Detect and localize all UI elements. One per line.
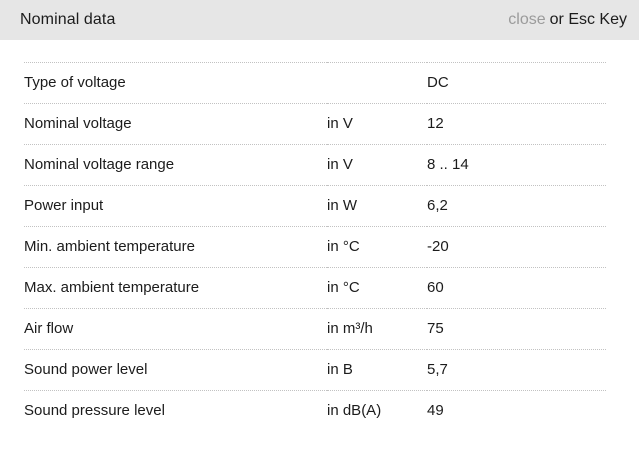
table-row: Nominal voltage in V 12 <box>24 103 606 145</box>
page-title: Nominal data <box>20 11 116 28</box>
spec-label: Nominal voltage range <box>24 144 327 186</box>
spec-label: Max. ambient temperature <box>24 267 327 309</box>
table-row: Sound power level in B 5,7 <box>24 349 606 391</box>
table-row: Air flow in m³/h 75 <box>24 308 606 350</box>
panel-header: Nominal data close or Esc Key <box>0 0 639 40</box>
spec-unit: in V <box>327 144 427 186</box>
spec-unit <box>327 62 427 104</box>
spec-table-container: Type of voltage DC Nominal voltage in V 12 No… <box>0 40 639 432</box>
spec-unit: in W <box>327 185 427 227</box>
spec-unit: in V <box>327 103 427 145</box>
spec-value: 75 <box>427 308 606 350</box>
spec-value: DC <box>427 62 606 104</box>
spec-label: Type of voltage <box>24 62 327 104</box>
nominal-data-table: Type of voltage DC Nominal voltage in V 12 No… <box>24 62 606 432</box>
close-button[interactable]: close <box>508 11 546 28</box>
spec-value: 12 <box>427 103 606 145</box>
spec-unit: in °C <box>327 226 427 268</box>
nominal-data-table-body: Type of voltage DC Nominal voltage in V 12 No… <box>24 62 606 432</box>
table-row: Max. ambient temperature in °C 60 <box>24 267 606 309</box>
spec-value: 49 <box>427 390 606 432</box>
spec-value: -20 <box>427 226 606 268</box>
spec-unit: in B <box>327 349 427 391</box>
spec-value: 5,7 <box>427 349 606 391</box>
spec-value: 8 .. 14 <box>427 144 606 186</box>
spec-unit: in dB(A) <box>327 390 427 432</box>
table-row: Type of voltage DC <box>24 62 606 104</box>
spec-unit: in m³/h <box>327 308 427 350</box>
spec-label: Power input <box>24 185 327 227</box>
spec-value: 60 <box>427 267 606 309</box>
spec-label: Sound power level <box>24 349 327 391</box>
spec-label: Sound pressure level <box>24 390 327 432</box>
table-row: Min. ambient temperature in °C -20 <box>24 226 606 268</box>
esc-key-hint: or Esc Key <box>549 11 627 28</box>
header-actions: close or Esc Key <box>508 10 627 30</box>
spec-value: 6,2 <box>427 185 606 227</box>
spec-label: Min. ambient temperature <box>24 226 327 268</box>
spec-label: Air flow <box>24 308 327 350</box>
table-row: Sound pressure level in dB(A) 49 <box>24 390 606 432</box>
table-row: Power input in W 6,2 <box>24 185 606 227</box>
spec-label: Nominal voltage <box>24 103 327 145</box>
spec-unit: in °C <box>327 267 427 309</box>
